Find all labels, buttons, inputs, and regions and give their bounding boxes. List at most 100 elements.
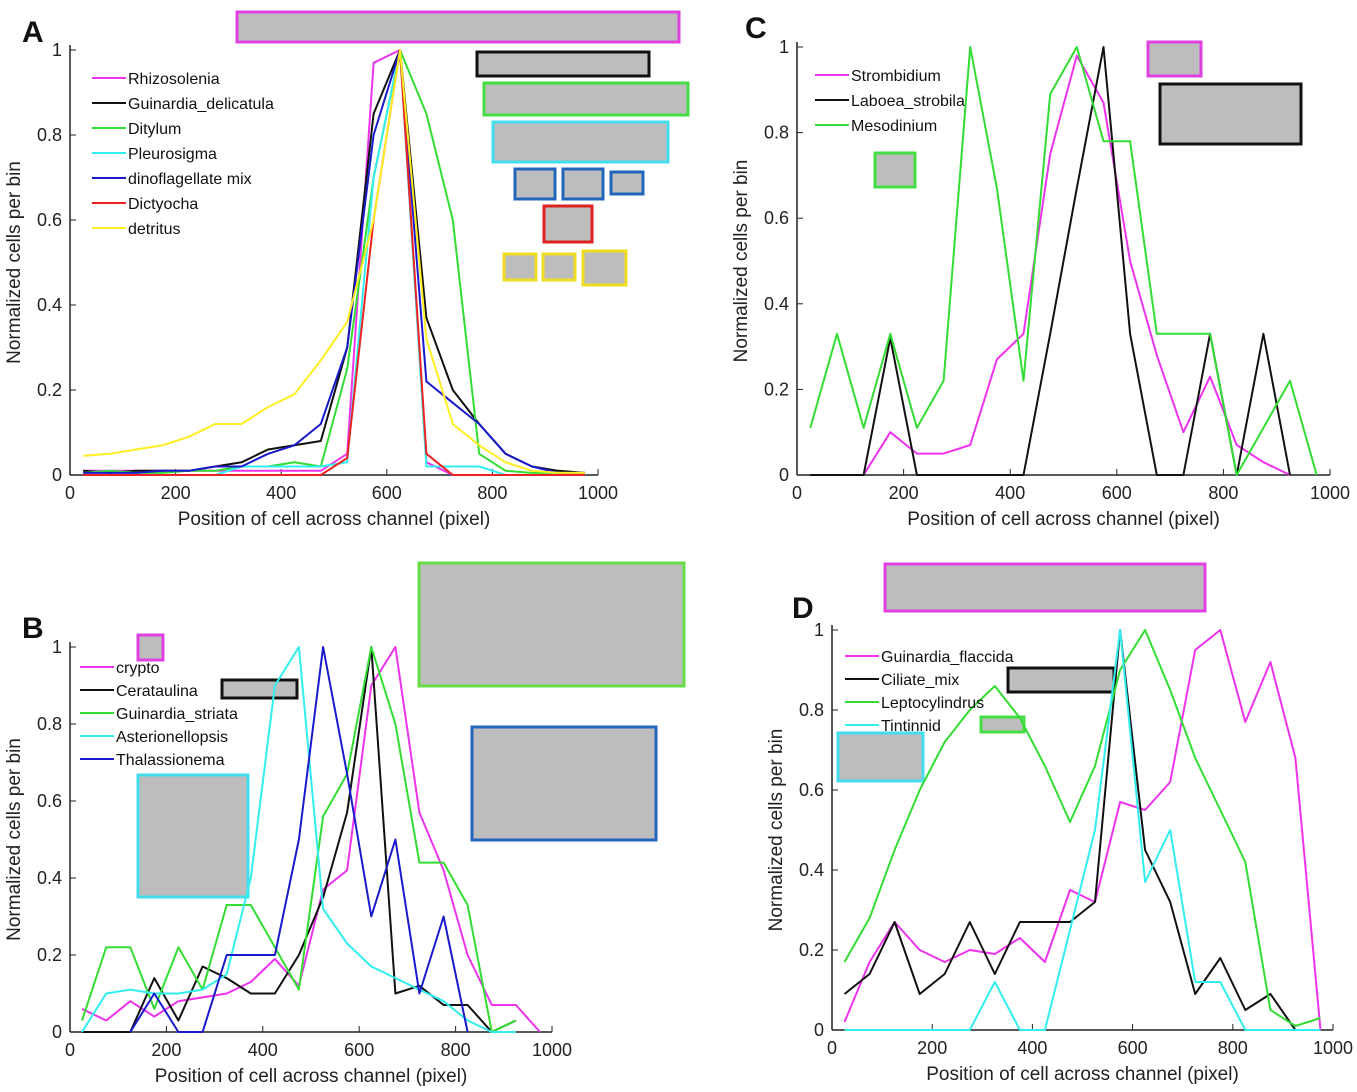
thumbnail [475, 50, 651, 78]
x-tick-label: 200 [161, 483, 191, 503]
legend-label: Strombidium [851, 68, 941, 85]
x-tick-label: 200 [151, 1040, 181, 1060]
y-tick-label: 0.4 [799, 860, 824, 880]
y-tick-label: 1 [52, 40, 62, 60]
legend-label: dinoflagellate mix [128, 171, 252, 188]
x-tick-label: 1000 [578, 483, 618, 503]
series-line [843, 629, 1321, 1027]
y-axis-label: Normalized cells per bin [731, 160, 752, 363]
x-axis-label: Position of cell across channel (pixel) [155, 1066, 468, 1087]
series-line [83, 49, 585, 474]
legend-label: Leptocylindrus [881, 695, 984, 712]
y-tick-label: 0.6 [37, 791, 62, 811]
y-axis-label: Normalized cells per bin [4, 161, 25, 364]
x-tick-label: 400 [995, 483, 1025, 503]
y-tick-label: 0.6 [799, 780, 824, 800]
legend-label: Cerataulina [116, 683, 198, 700]
y-tick-label: 0.4 [37, 295, 62, 315]
legend-label: Guinardia_delicatula [128, 96, 274, 113]
thumbnail [1006, 666, 1116, 694]
legend-label: Dictyocha [128, 196, 198, 213]
legend-label: Ditylum [128, 121, 181, 138]
thumbnail [1158, 82, 1303, 146]
thumbnail [513, 167, 557, 201]
legend-label: Mesodinium [851, 118, 937, 135]
y-tick-label: 0.2 [37, 945, 62, 965]
x-tick-label: 400 [1017, 1038, 1047, 1058]
y-tick-label: 0.8 [799, 700, 824, 720]
y-tick-label: 0.2 [37, 380, 62, 400]
thumbnail [873, 151, 917, 189]
series-line [809, 46, 1318, 476]
legend-label: Thalassionema [116, 752, 225, 769]
y-tick-label: 0.6 [37, 210, 62, 230]
series-line [81, 646, 517, 1033]
thumbnail [609, 170, 645, 196]
y-tick-label: 0.8 [37, 714, 62, 734]
y-tick-label: 1 [52, 637, 62, 657]
series-line [843, 629, 1297, 1031]
x-axis-label: Position of cell across channel (pixel) [178, 509, 491, 530]
thumbnail [482, 81, 690, 117]
thumbnail [502, 252, 538, 282]
y-tick-label: 0.8 [764, 123, 789, 143]
y-axis-label: Normalized cells per bin [766, 729, 787, 932]
legend-label: Rhizosolenia [128, 71, 220, 88]
panel-label: B [22, 612, 44, 645]
x-tick-label: 800 [477, 483, 507, 503]
series-line [81, 646, 541, 1033]
panel-label: C [745, 12, 767, 45]
y-tick-label: 1 [814, 620, 824, 640]
y-tick-label: 0.4 [764, 294, 789, 314]
panel-label: D [792, 592, 814, 625]
thumbnail [979, 715, 1026, 734]
thumbnail [883, 562, 1207, 613]
thumbnail [561, 167, 605, 201]
x-tick-label: 0 [65, 483, 75, 503]
thumbnails [136, 10, 1303, 899]
thumbnail [235, 10, 681, 44]
series-line [83, 49, 585, 474]
y-tick-label: 1 [779, 37, 789, 57]
x-axis-label: Position of cell across channel (pixel) [907, 509, 1220, 530]
legend-label: crypto [116, 660, 160, 677]
y-tick-label: 0 [52, 1022, 62, 1042]
y-tick-label: 0 [52, 465, 62, 485]
x-tick-label: 1000 [1310, 483, 1350, 503]
x-tick-label: 200 [917, 1038, 947, 1058]
thumbnail [581, 249, 628, 287]
x-tick-label: 0 [827, 1038, 837, 1058]
thumbnail [136, 773, 250, 899]
series-line [83, 49, 585, 476]
y-tick-label: 0.8 [37, 125, 62, 145]
x-tick-label: 1000 [532, 1040, 572, 1060]
x-tick-label: 0 [792, 483, 802, 503]
x-tick-label: 600 [344, 1040, 374, 1060]
x-tick-label: 1000 [1313, 1038, 1353, 1058]
thumbnail [1146, 40, 1203, 78]
series-line [82, 646, 517, 1033]
x-tick-label: 200 [889, 483, 919, 503]
series-line [83, 49, 585, 474]
thumbnail [491, 120, 670, 164]
thumbnail [136, 633, 165, 662]
x-tick-label: 800 [441, 1040, 471, 1060]
thumbnail [220, 678, 299, 700]
thumbnail [417, 561, 686, 688]
x-axis-label: Position of cell across channel (pixel) [926, 1064, 1239, 1085]
series-line [129, 646, 469, 1033]
legend-label: Guinardia_flaccida [881, 649, 1014, 666]
legend-label: Ciliate_mix [881, 672, 959, 689]
x-tick-label: 400 [266, 483, 296, 503]
thumbnail [541, 252, 577, 282]
legend-label: Tintinnid [881, 718, 941, 735]
x-tick-label: 0 [65, 1040, 75, 1060]
panel-label: A [22, 16, 44, 49]
series-line [844, 629, 1321, 1031]
y-tick-label: 0 [779, 465, 789, 485]
thumbnail [542, 204, 594, 244]
thumbnail [470, 725, 658, 842]
x-tick-label: 800 [1218, 1038, 1248, 1058]
x-tick-label: 800 [1208, 483, 1238, 503]
